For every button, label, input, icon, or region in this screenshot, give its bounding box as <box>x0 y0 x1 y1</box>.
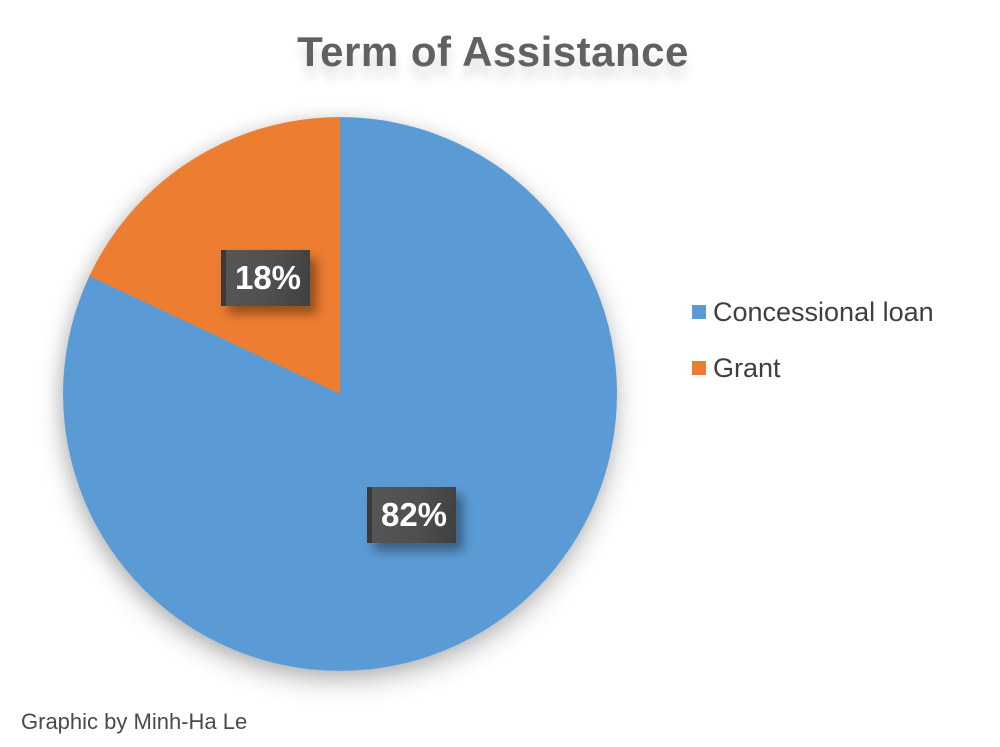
legend-label-grant: Grant <box>713 352 781 383</box>
data-label-grant: 18% <box>221 250 310 306</box>
legend-label-concessional-loan: Concessional loan <box>713 296 934 327</box>
data-label-concessional-loan: 82% <box>367 487 456 543</box>
legend-item-concessional-loan: Concessional loan <box>692 297 934 327</box>
pie-chart <box>63 117 617 671</box>
credit-text: Graphic by Minh-Ha Le <box>21 709 248 734</box>
chart-title: Term of Assistance <box>297 28 689 75</box>
legend: Concessional loan Grant <box>692 297 934 409</box>
legend-item-grant: Grant <box>692 353 934 383</box>
legend-swatch-blue-icon <box>692 305 706 319</box>
legend-swatch-orange-icon <box>692 361 706 375</box>
